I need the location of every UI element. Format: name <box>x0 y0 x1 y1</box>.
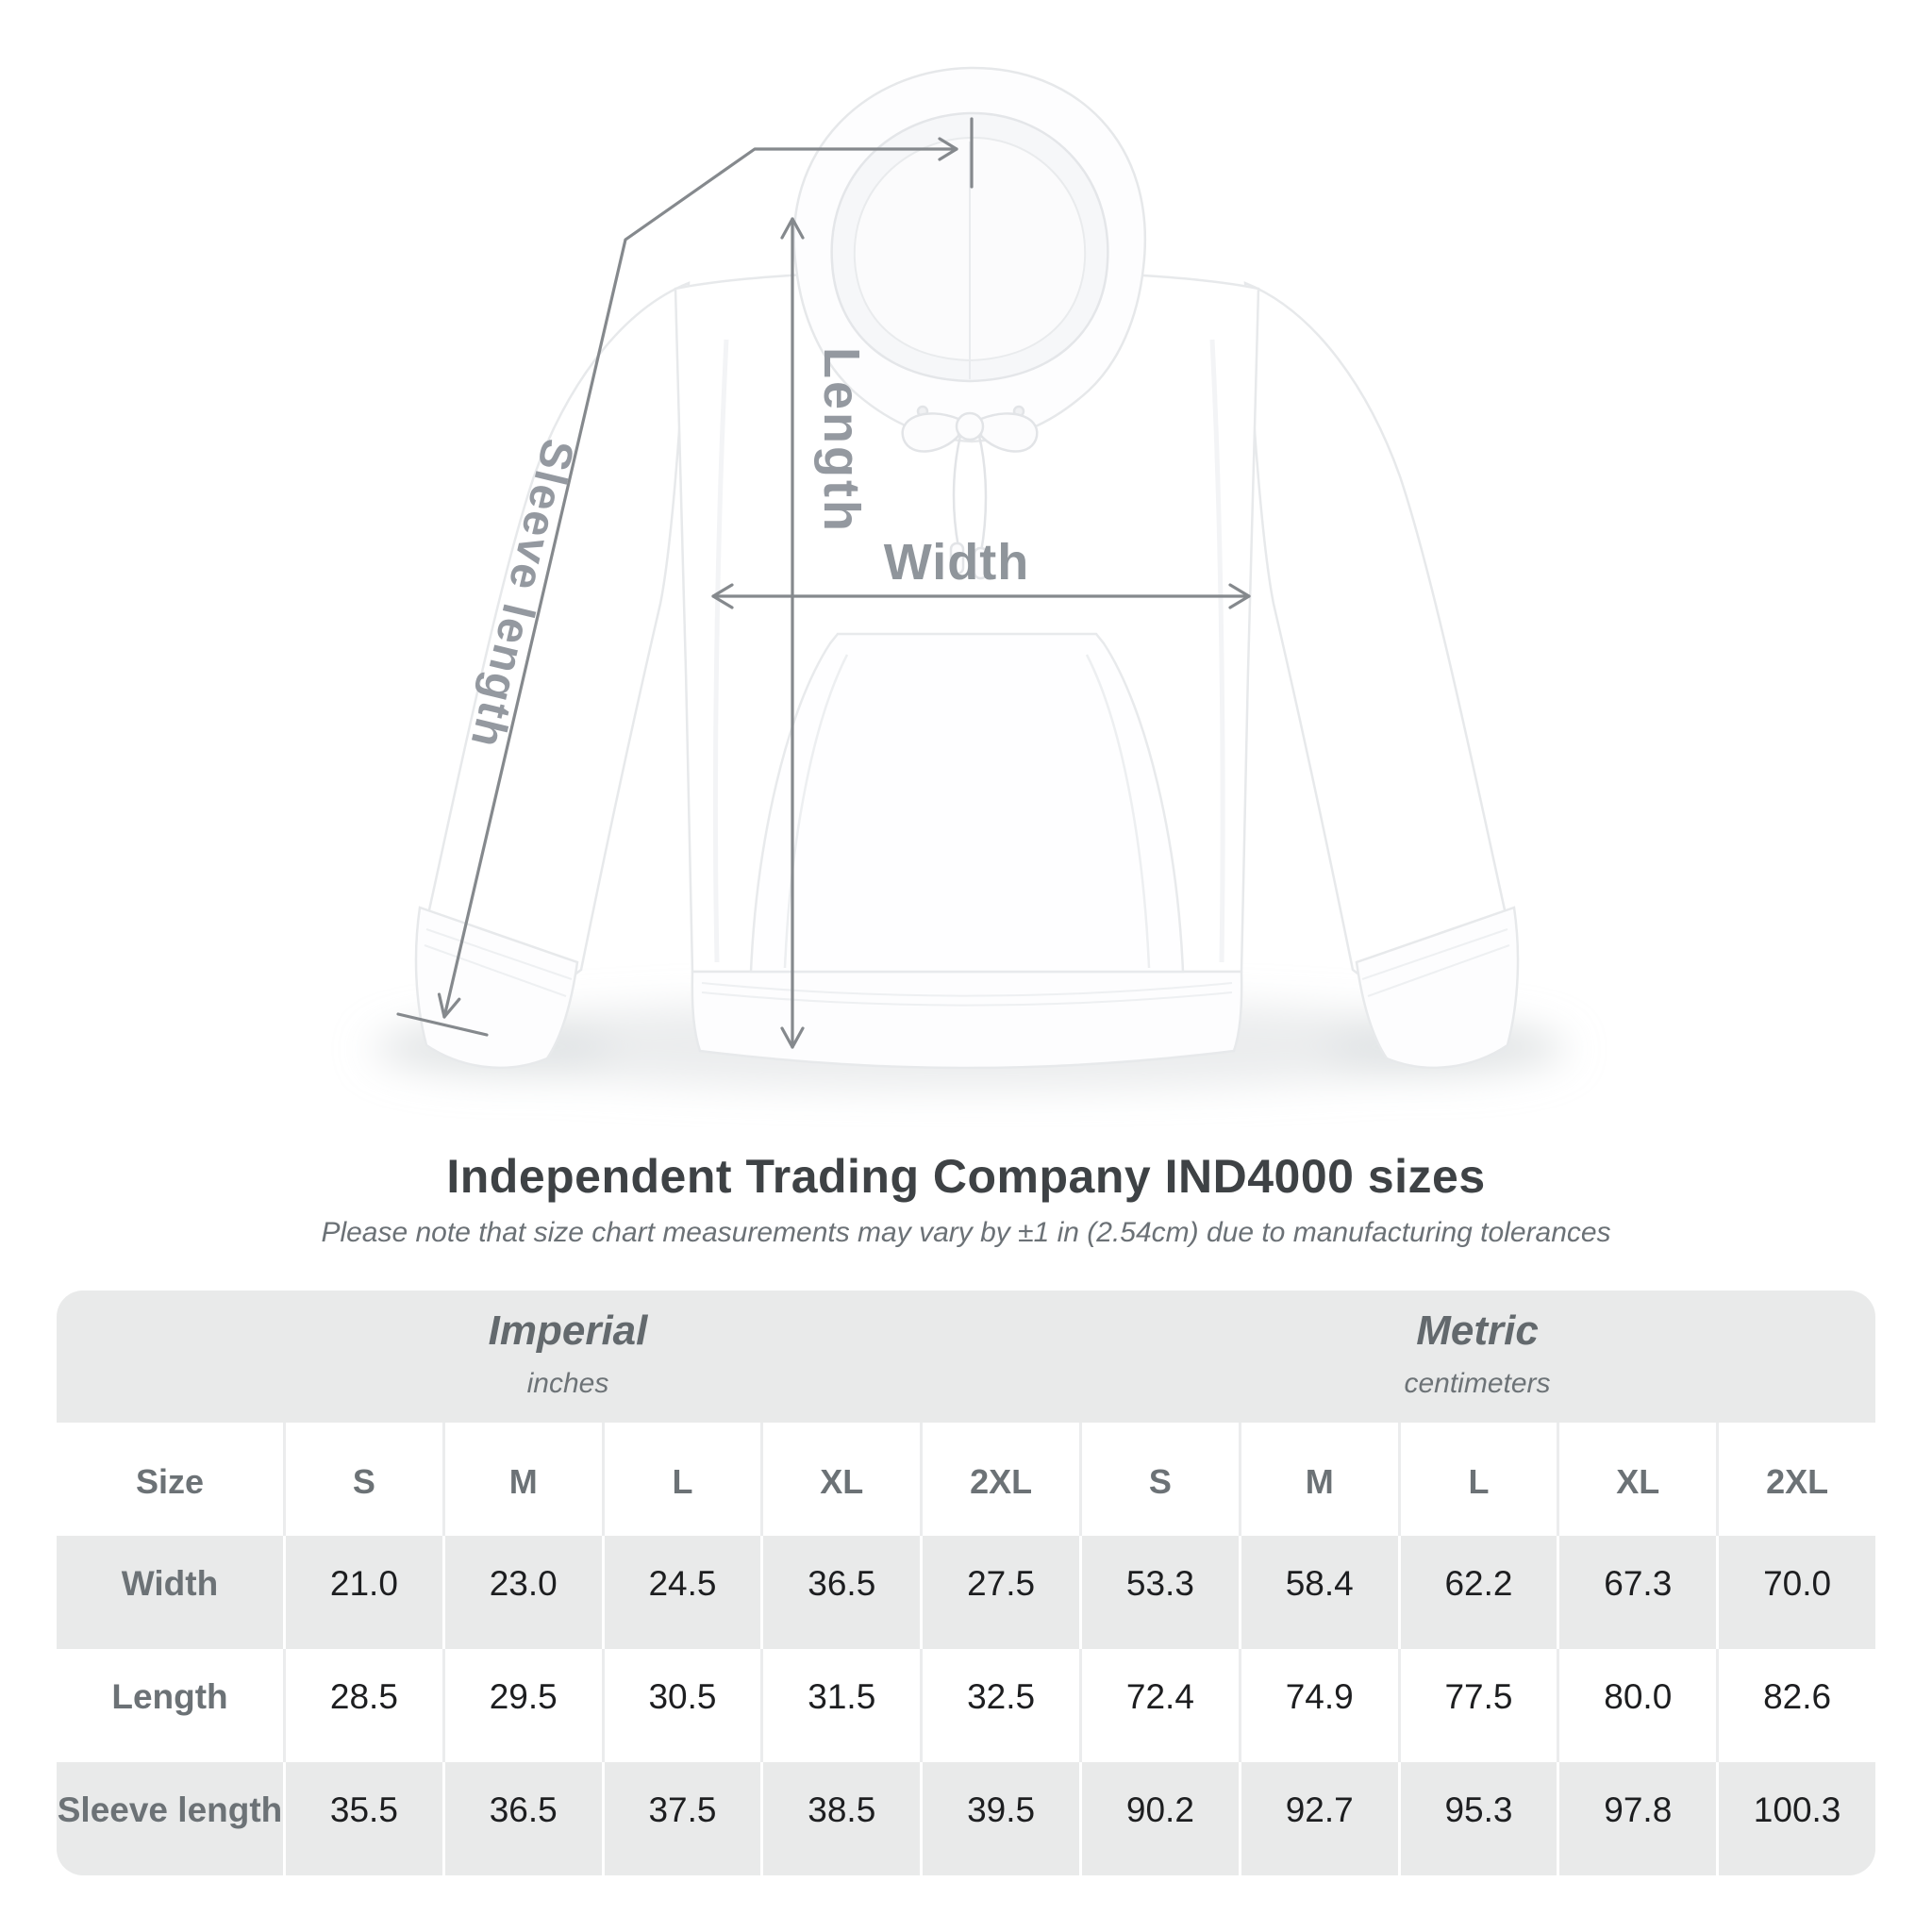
drawstring-bow <box>901 405 1039 580</box>
size-col-header: Size <box>57 1423 283 1536</box>
size-header-cell: S <box>1079 1423 1239 1536</box>
value-cell: 36.5 <box>441 1762 602 1875</box>
right-sleeve <box>1243 281 1509 987</box>
value-cell: 32.5 <box>920 1649 1079 1762</box>
value-cell: 36.5 <box>760 1536 921 1649</box>
value-cell: 92.7 <box>1238 1762 1398 1875</box>
hem-band <box>691 970 1243 1070</box>
body-folds <box>712 339 1225 963</box>
value-cell: 58.4 <box>1238 1536 1398 1649</box>
value-cell: 74.9 <box>1238 1649 1398 1762</box>
size-header-cell: XL <box>760 1423 921 1536</box>
size-header-cell: L <box>1397 1423 1557 1536</box>
size-header-cell: M <box>1238 1423 1398 1536</box>
row-label-cell: Width <box>57 1536 283 1649</box>
value-cell: 70.0 <box>1716 1536 1875 1649</box>
kangaroo-pocket <box>749 632 1185 974</box>
length-label: Length <box>813 347 870 534</box>
page-title: Independent Trading Company IND4000 size… <box>446 1150 1486 1203</box>
value-cell: 30.5 <box>601 1649 761 1762</box>
hoodie-measurement-diagram: Width Length Sleeve length <box>368 66 1571 1091</box>
value-cell: 95.3 <box>1397 1762 1557 1875</box>
value-cell: 82.6 <box>1716 1649 1875 1762</box>
value-cell: 90.2 <box>1079 1762 1239 1875</box>
value-cell: 35.5 <box>283 1762 442 1875</box>
value-cell: 100.3 <box>1716 1762 1875 1875</box>
sleeve-length-line <box>442 147 958 1019</box>
value-cell: 39.5 <box>920 1762 1079 1875</box>
row-label-cell: Sleeve length <box>57 1762 283 1875</box>
row-label-cell: Length <box>57 1649 283 1762</box>
right-cuff <box>1355 906 1520 1069</box>
value-cell: 37.5 <box>601 1762 761 1875</box>
imperial-band: Imperial inches <box>57 1291 1079 1423</box>
size-header-cell: M <box>441 1423 602 1536</box>
value-cell: 67.3 <box>1557 1536 1717 1649</box>
value-cell: 28.5 <box>283 1649 442 1762</box>
sleeve-end-tick <box>396 1012 489 1037</box>
value-cell: 23.0 <box>441 1536 602 1649</box>
size-header-cell: S <box>283 1423 442 1536</box>
value-cell: 27.5 <box>920 1536 1079 1649</box>
value-cell: 38.5 <box>760 1762 921 1875</box>
hood <box>792 66 1146 443</box>
metric-title: Metric <box>1416 1307 1539 1354</box>
size-header-cell: XL <box>1557 1423 1717 1536</box>
value-cell: 62.2 <box>1397 1536 1557 1649</box>
metric-band: Metric centimeters <box>1079 1291 1875 1423</box>
value-cell: 29.5 <box>441 1649 602 1762</box>
width-label: Width <box>884 534 1029 591</box>
size-header-cell: 2XL <box>920 1423 1079 1536</box>
measurement-annotations <box>396 117 1251 1049</box>
metric-unit: centimeters <box>1404 1368 1551 1399</box>
value-cell: 24.5 <box>601 1536 761 1649</box>
value-cell: 21.0 <box>283 1536 442 1649</box>
size-table-grid: Imperial inches Metric centimeters Size S… <box>57 1291 1875 1875</box>
value-cell: 77.5 <box>1397 1649 1557 1762</box>
value-cell: 72.4 <box>1079 1649 1239 1762</box>
value-cell: 80.0 <box>1557 1649 1717 1762</box>
imperial-title: Imperial <box>488 1307 648 1354</box>
size-header-cell: 2XL <box>1716 1423 1875 1536</box>
value-cell: 53.3 <box>1079 1536 1239 1649</box>
value-cell: 97.8 <box>1557 1762 1717 1875</box>
tolerance-note: Please note that size chart measurements… <box>321 1217 1611 1248</box>
left-sleeve <box>425 281 691 987</box>
size-header-cell: L <box>601 1423 761 1536</box>
imperial-unit: inches <box>526 1368 609 1399</box>
value-cell: 31.5 <box>760 1649 921 1762</box>
